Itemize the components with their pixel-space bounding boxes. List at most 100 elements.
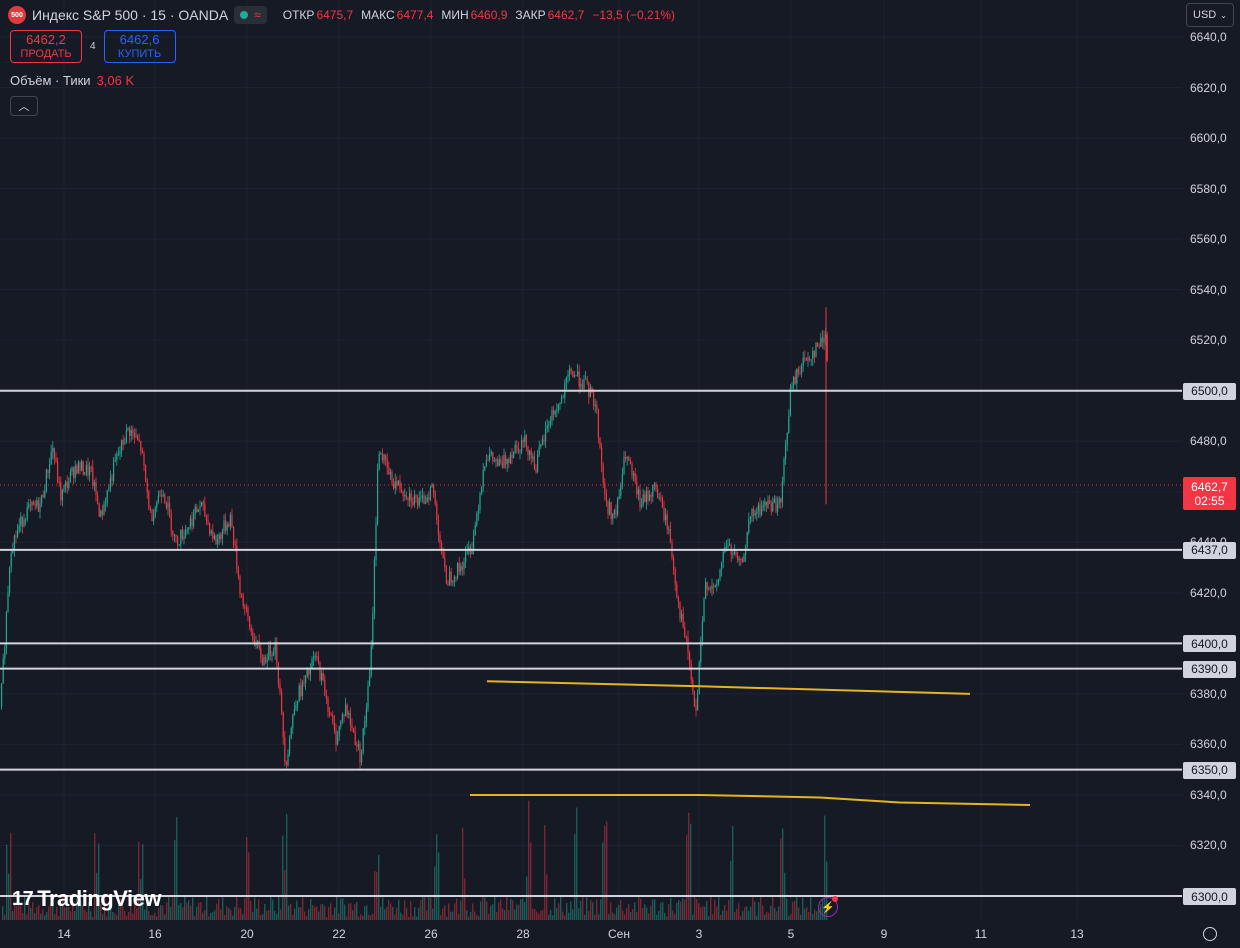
volume-bar	[30, 907, 32, 920]
volume-bar	[552, 915, 554, 920]
volume-bar	[348, 903, 350, 920]
candle-body	[330, 714, 332, 716]
volume-bar	[624, 914, 626, 920]
candle-body	[700, 640, 702, 663]
symbol-title[interactable]: Индекс S&P 500 · 15 · OANDA	[32, 7, 229, 23]
candle-body	[73, 467, 75, 478]
volume-bar	[286, 813, 288, 920]
volume-bar	[610, 902, 612, 920]
candle-body	[295, 705, 297, 710]
sell-button[interactable]: 6462,2 ПРОДАТЬ	[10, 30, 82, 63]
candle-body	[794, 376, 796, 384]
volume-bar	[332, 915, 334, 920]
candle-body	[431, 484, 433, 488]
market-status[interactable]: ≈	[234, 6, 267, 24]
candle-body	[740, 558, 742, 560]
volume-bar	[596, 899, 598, 920]
volume-bar	[182, 907, 184, 920]
candle-body	[601, 447, 603, 465]
volume-indicator-legend[interactable]: Объём · Тики 3,06 K	[10, 73, 134, 88]
candle-body	[17, 530, 19, 537]
volume-bar	[712, 914, 714, 920]
candle-body	[687, 637, 689, 653]
volume-bar	[162, 905, 164, 920]
volume-bar	[612, 912, 614, 920]
volume-bar	[92, 916, 94, 920]
volume-bar	[418, 907, 420, 920]
candle-body	[279, 683, 281, 692]
candle-body	[482, 470, 484, 488]
candle-body	[612, 513, 614, 520]
volume-bar	[114, 913, 116, 920]
candle-body	[161, 495, 163, 497]
symbol-logo[interactable]: 500	[8, 6, 26, 24]
volume-bar	[782, 828, 784, 920]
volume-bar	[598, 914, 600, 920]
candle-body	[485, 459, 487, 467]
candle-body	[393, 483, 395, 489]
candle-body	[425, 501, 427, 504]
volume-bar	[786, 898, 788, 920]
candle-body	[404, 495, 406, 497]
candle-body	[95, 482, 97, 496]
volume-bar	[566, 902, 568, 920]
volume-bar	[120, 898, 122, 920]
tradingview-logo[interactable]: 17 TradingView	[12, 886, 161, 912]
candle-body	[418, 497, 420, 506]
volume-bar	[438, 852, 440, 920]
currency-select[interactable]: USD ⌄	[1186, 3, 1234, 27]
volume-bar	[618, 904, 620, 920]
time-tick-label: 11	[974, 927, 988, 941]
volume-bar	[100, 904, 102, 920]
volume-bar	[708, 916, 710, 920]
volume-bar	[588, 911, 590, 920]
volume-bar	[238, 908, 240, 920]
volume-bar	[764, 914, 766, 920]
level-price-tag: 6350,0	[1183, 761, 1236, 779]
candle-body	[505, 454, 507, 465]
flash-icon[interactable]: ⚡	[818, 897, 838, 917]
volume-bar	[370, 915, 372, 920]
candle-body	[93, 482, 95, 486]
volume-bar	[12, 910, 14, 920]
symbol-header: 500 Индекс S&P 500 · 15 · OANDA ≈ ОТКР 64…	[8, 4, 675, 26]
volume-bar	[186, 902, 188, 920]
candle-body	[148, 491, 150, 509]
candle-body	[2, 658, 4, 684]
volume-bar	[636, 912, 638, 920]
volume-bar	[814, 909, 816, 920]
volume-bar	[494, 895, 496, 920]
candle-body	[300, 685, 302, 697]
volume-bar	[330, 903, 332, 920]
candle-body	[49, 464, 51, 474]
candle-body	[428, 497, 430, 500]
candle-body	[383, 454, 385, 461]
volume-bar	[686, 834, 688, 920]
candle-body	[353, 728, 355, 733]
volume-bar	[322, 904, 324, 920]
candle-body	[801, 365, 803, 374]
collapse-legend-button[interactable]: ︿	[10, 96, 38, 116]
candle-body	[628, 457, 630, 462]
candle-body	[569, 368, 571, 375]
volume-bar	[548, 914, 550, 920]
candle-body	[799, 372, 801, 374]
candle-body	[695, 706, 697, 711]
volume-bar	[404, 900, 406, 920]
candle-body	[225, 520, 227, 531]
volume-bar	[94, 833, 96, 920]
volume-bar	[576, 807, 578, 920]
candle-body	[7, 592, 9, 613]
candle-body	[751, 509, 753, 517]
candle-body	[26, 507, 28, 520]
buy-button[interactable]: 6462,6 КУПИТЬ	[103, 30, 176, 63]
tradingview-logo-text: TradingView	[37, 886, 161, 911]
volume-bar	[188, 900, 190, 920]
volume-bar	[308, 909, 310, 920]
candle-body	[529, 450, 531, 455]
candle-body	[63, 485, 65, 490]
volume-bar	[228, 908, 230, 920]
candle-body	[525, 435, 527, 447]
gear-icon[interactable]	[1203, 927, 1217, 941]
